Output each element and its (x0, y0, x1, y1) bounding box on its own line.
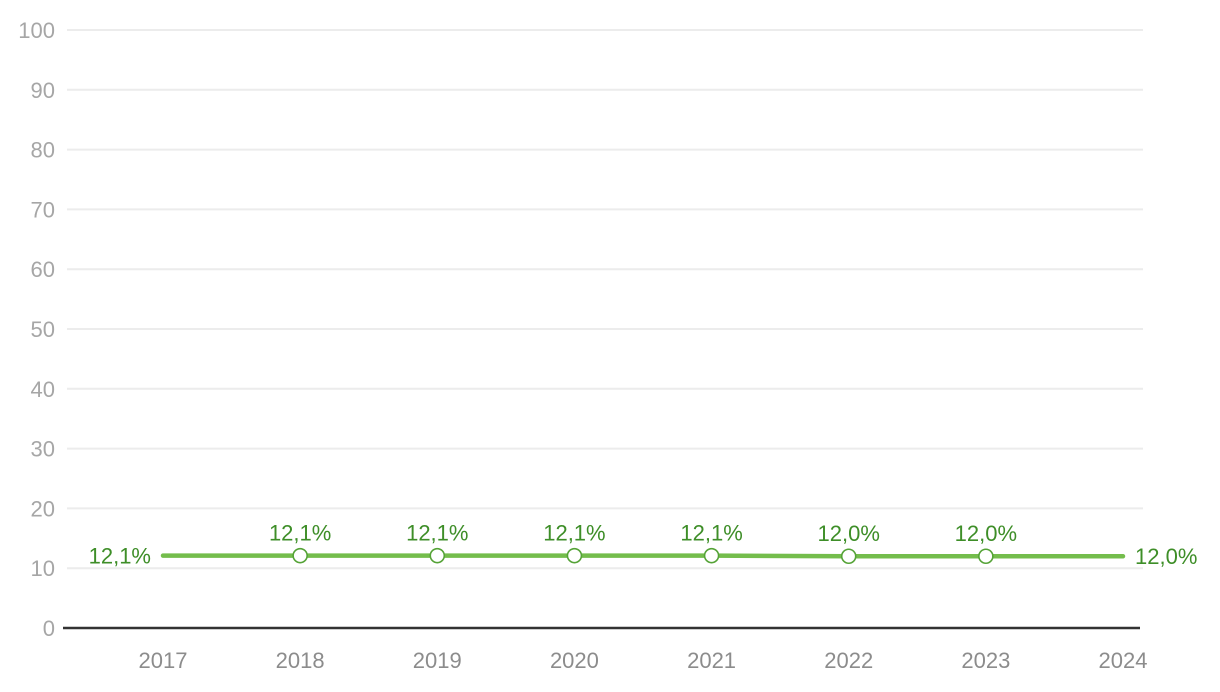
data-labels: 12,1% 12,1% 12,1% 12,1% 12,1% 12,0% 12,0% 12,0% (89, 521, 1198, 570)
data-label: 12,0% (955, 521, 1017, 546)
data-point-marker (429, 547, 446, 564)
data-point-marker (566, 547, 583, 564)
y-tick-label: 0 (43, 616, 55, 641)
data-label: 12,1% (406, 521, 468, 546)
y-tick-label: 50 (31, 317, 55, 342)
y-tick-label: 40 (31, 377, 55, 402)
y-axis-labels: 0 10 20 30 40 50 60 70 80 90 100 (18, 18, 55, 641)
x-tick-label: 2019 (413, 648, 462, 673)
data-label: 12,1% (680, 521, 742, 546)
data-label: 12,1% (543, 521, 605, 546)
x-tick-label: 2017 (139, 648, 188, 673)
series-markers (292, 547, 994, 565)
x-tick-label: 2021 (687, 648, 736, 673)
data-label: 12,1% (89, 544, 151, 569)
x-tick-label: 2020 (550, 648, 599, 673)
gridlines (67, 29, 1143, 570)
data-point-marker (292, 547, 308, 564)
series-line (160, 553, 1126, 559)
x-axis-labels: 2017 2018 2019 2020 2021 2022 2023 2024 (139, 648, 1148, 673)
data-label: 12,0% (818, 521, 880, 546)
data-label: 12,0% (1135, 544, 1197, 569)
data-point-marker (840, 548, 857, 565)
y-tick-label: 80 (31, 138, 55, 163)
y-tick-label: 60 (31, 257, 55, 282)
data-point-marker (703, 547, 720, 564)
y-tick-label: 100 (18, 18, 55, 43)
y-tick-label: 70 (31, 197, 55, 222)
y-tick-label: 30 (31, 437, 55, 462)
x-tick-label: 2018 (276, 648, 325, 673)
x-tick-label: 2024 (1099, 648, 1148, 673)
x-tick-label: 2023 (961, 648, 1010, 673)
x-tick-label: 2022 (824, 648, 873, 673)
data-label: 12,1% (269, 521, 331, 546)
y-tick-label: 10 (31, 556, 55, 581)
y-tick-label: 20 (31, 496, 55, 521)
data-point-marker (978, 548, 994, 565)
y-tick-label: 90 (31, 78, 55, 103)
